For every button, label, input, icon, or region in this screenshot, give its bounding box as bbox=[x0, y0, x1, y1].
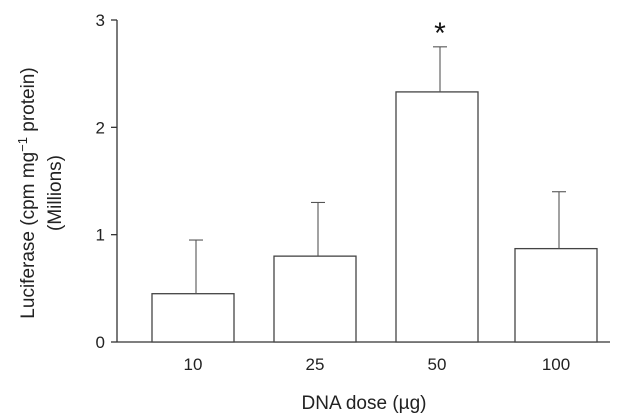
y-axis-title: Luciferase (cpm mg−1 protein) bbox=[15, 67, 39, 318]
y-axis-title-part2: protein) bbox=[18, 67, 39, 137]
bar bbox=[514, 247, 598, 343]
significance-marker: * bbox=[434, 17, 446, 50]
x-tick-label: 100 bbox=[542, 355, 570, 374]
y-tick-label: 0 bbox=[96, 333, 105, 352]
y-tick-label: 2 bbox=[96, 118, 105, 137]
x-axis-title: DNA dose (µg) bbox=[302, 393, 427, 414]
bar bbox=[395, 91, 479, 343]
annotations-group: * bbox=[434, 17, 446, 50]
x-axis-ticks: 10 25 50 100 bbox=[184, 355, 571, 374]
y-axis-title-2: (Millions) bbox=[45, 155, 66, 231]
y-axis-title-part1: Luciferase (cpm mg bbox=[18, 152, 39, 319]
y-axis-ticks: 0 1 2 3 bbox=[96, 11, 117, 352]
x-tick-label: 10 bbox=[184, 355, 203, 374]
x-tick-label: 50 bbox=[428, 355, 447, 374]
y-axis-title-line1: Luciferase (cpm mg−1 protein) bbox=[15, 67, 39, 318]
y-tick-label: 1 bbox=[96, 226, 105, 245]
x-tick-label: 25 bbox=[306, 355, 325, 374]
y-tick-label: 3 bbox=[96, 11, 105, 30]
bar bbox=[151, 293, 235, 343]
y-axis-title-line2: (Millions) bbox=[45, 155, 66, 231]
bars-group bbox=[151, 46, 598, 343]
y-axis-title-superscript: −1 bbox=[15, 137, 30, 152]
bar bbox=[273, 255, 357, 343]
